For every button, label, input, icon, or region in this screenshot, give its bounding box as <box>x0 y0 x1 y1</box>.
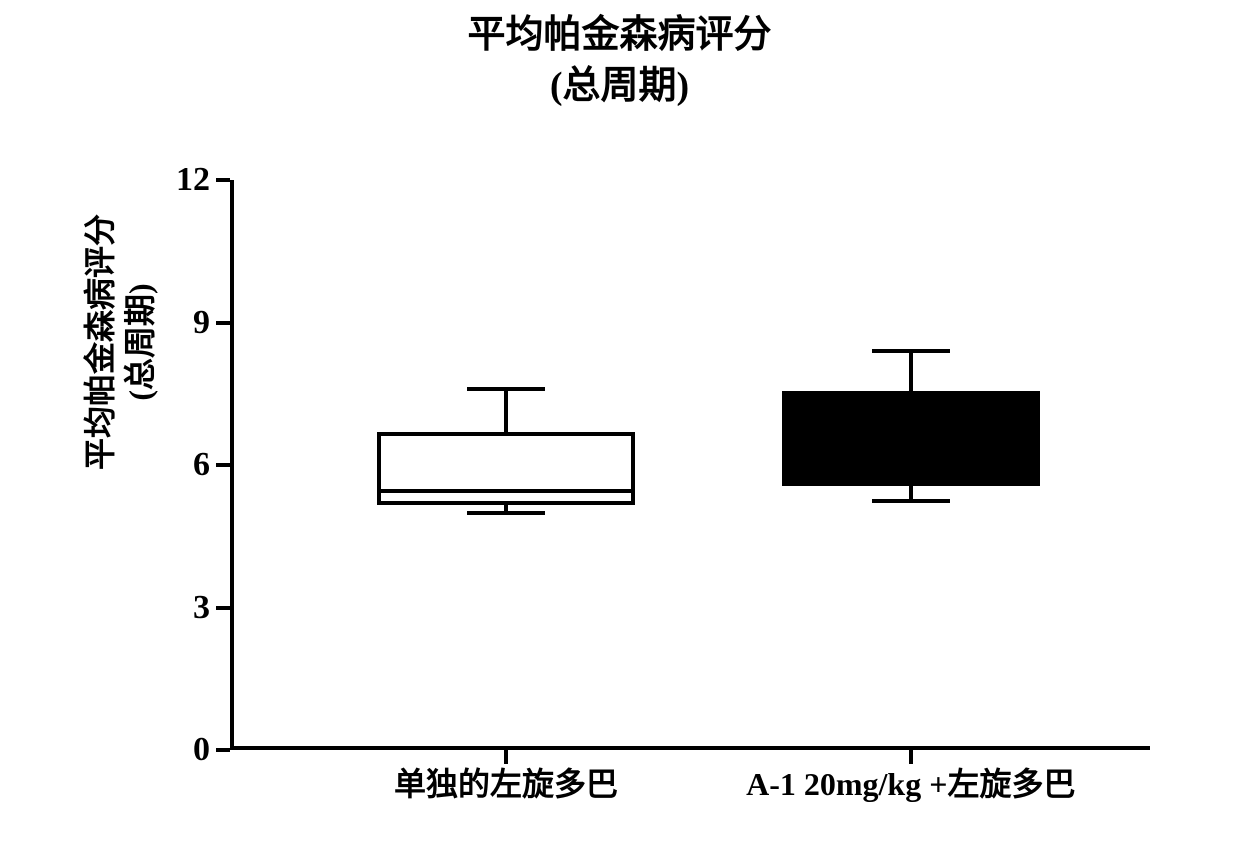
x-category-label: 单独的左旋多巴 <box>394 759 618 805</box>
chart-title-line2: (总周期) <box>550 65 689 107</box>
whisker-cap-upper <box>872 349 950 353</box>
y-tick <box>216 748 230 752</box>
y-axis-title-line1: 平均帕金森病评分 <box>82 214 118 470</box>
median-line <box>377 489 635 493</box>
y-tick <box>216 606 230 610</box>
y-tick-label: 3 <box>160 589 210 627</box>
median-line <box>782 470 1040 474</box>
box <box>377 432 635 506</box>
y-axis <box>230 180 234 750</box>
plot-area: 036912单独的左旋多巴A-1 20mg/kg +左旋多巴 <box>230 180 1150 750</box>
y-tick <box>216 178 230 182</box>
chart-title-line1: 平均帕金森病评分 <box>467 14 771 56</box>
y-tick-label: 6 <box>160 446 210 484</box>
y-tick-label: 12 <box>160 161 210 199</box>
whisker-cap-lower <box>467 511 545 515</box>
y-tick <box>216 463 230 467</box>
whisker-cap-upper <box>467 387 545 391</box>
whisker-upper <box>909 351 913 391</box>
y-tick <box>216 321 230 325</box>
whisker-cap-lower <box>872 499 950 503</box>
x-axis <box>230 746 1150 750</box>
chart-title: 平均帕金森病评分 (总周期) <box>467 10 771 113</box>
y-axis-title-line2: (总周期) <box>122 283 158 400</box>
x-category-label: A-1 20mg/kg +左旋多巴 <box>746 759 1075 805</box>
whisker-upper <box>504 389 508 432</box>
y-tick-label: 9 <box>160 304 210 342</box>
y-tick-label: 0 <box>160 731 210 769</box>
y-axis-title: 平均帕金森病评分 (总周期) <box>80 214 160 470</box>
